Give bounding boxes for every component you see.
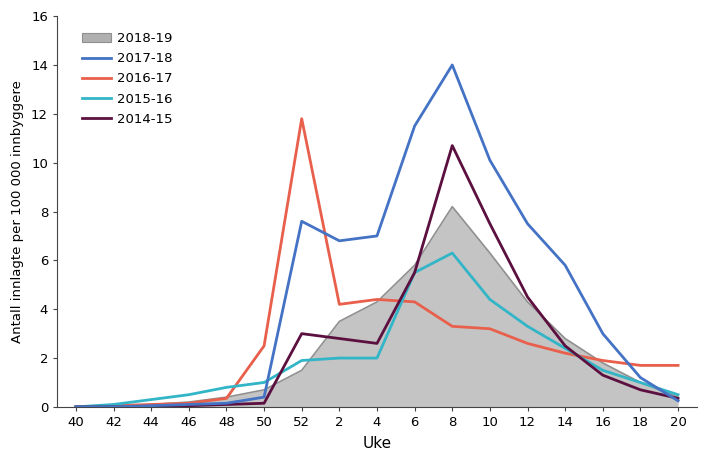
Y-axis label: Antall innlagte per 100 000 innbyggere: Antall innlagte per 100 000 innbyggere <box>11 80 24 343</box>
Legend: 2018-19, 2017-18, 2016-17, 2015-16, 2014-15: 2018-19, 2017-18, 2016-17, 2015-16, 2014… <box>76 27 178 131</box>
X-axis label: Uke: Uke <box>362 436 392 451</box>
